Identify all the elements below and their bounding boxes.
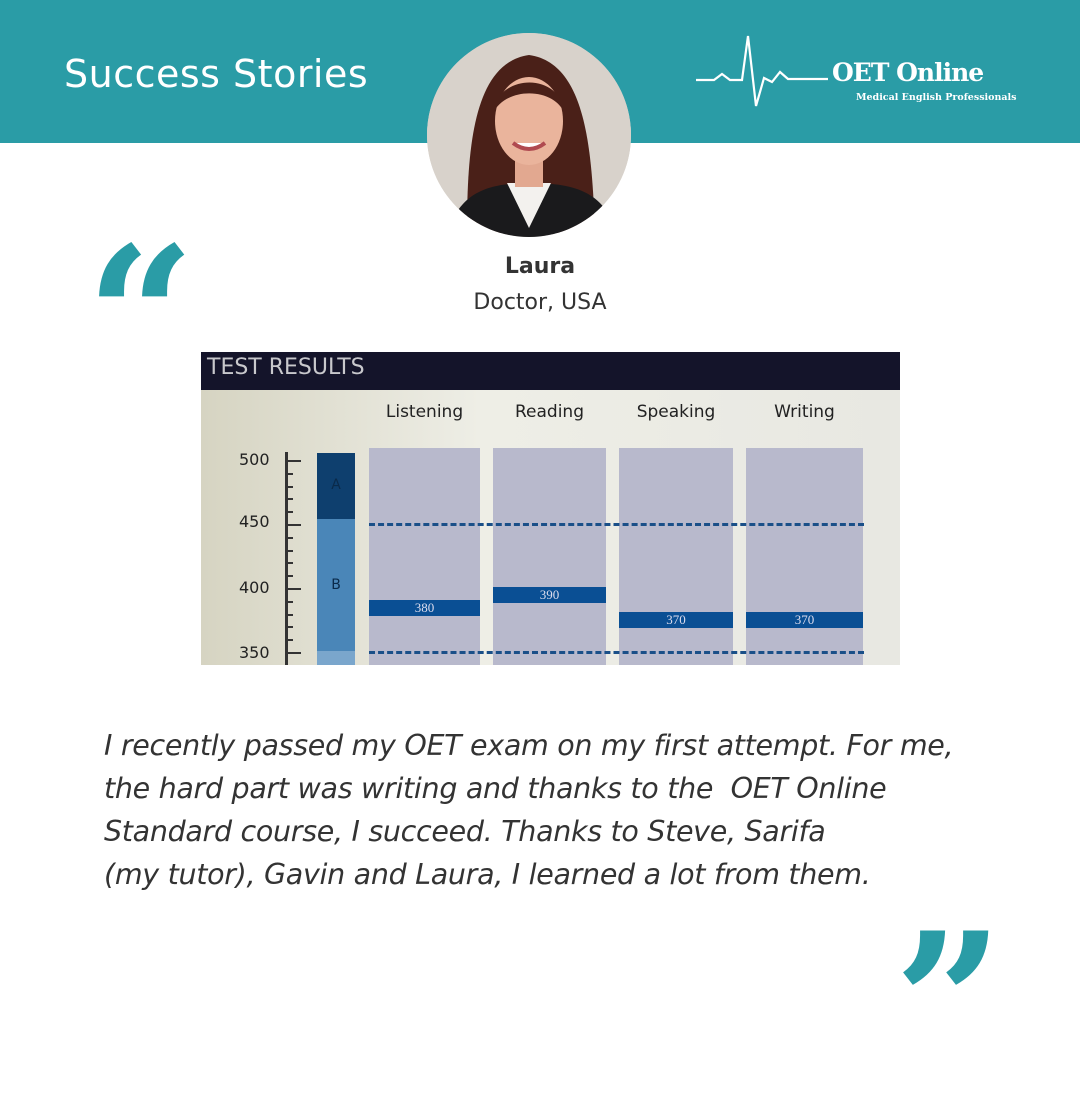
grade-band-c [317,651,355,665]
axis-minor-tick [285,562,293,565]
page-title: Success Stories [64,52,369,96]
axis-minor-tick [285,460,301,462]
score-axis [285,452,288,665]
test-results-title: TEST RESULTS [207,355,365,380]
axis-minor-tick [285,652,301,654]
axis-minor-tick [285,472,293,475]
subject-column [493,448,606,665]
axis-minor-tick [285,588,301,590]
subject-label: Reading [514,402,584,422]
score-bar: 370 [619,612,733,629]
score-bar: 390 [493,586,606,603]
axis-minor-tick [285,524,301,526]
testimonial-line: (my tutor), Gavin and Laura, I learned a… [104,858,871,891]
grade-band-a: A [317,453,355,519]
test-results-header: TEST RESULTS [201,352,900,390]
oet-online-logo: OET Online Medical English Professionals [694,32,1044,112]
close-quote-icon: ” [894,891,1004,1114]
avatar [427,33,631,237]
axis-minor-tick [285,511,293,514]
axis-minor-tick [285,613,293,616]
testimonial-line: Standard course, I succeed. Thanks to St… [104,815,826,848]
subject-label: Writing [774,402,835,422]
score-bar: 370 [746,612,863,629]
score-bar: 380 [369,599,480,616]
person-role: Doctor, USA [473,290,607,315]
tick-label: 350 [239,643,270,662]
grade-threshold-line [369,651,864,654]
subject-column [619,448,733,665]
axis-minor-tick [285,536,293,539]
tick-label: 400 [239,578,270,597]
axis-minor-tick [285,575,293,578]
heartbeat-icon [696,35,828,107]
axis-minor-tick [285,600,293,603]
logo-tagline: Medical English Professionals [856,92,1017,103]
axis-minor-tick [285,626,293,629]
subject-label: Speaking [636,402,716,422]
grade-threshold-line [369,523,864,526]
logo-name: OET Online [832,58,984,87]
axis-minor-tick [285,498,293,501]
axis-minor-tick [285,549,293,552]
axis-minor-tick [285,639,293,642]
subject-label: Listening [385,402,464,422]
testimonial-text: I recently passed my OET exam on my firs… [104,724,1004,896]
subject-column [369,448,480,665]
person-name: Laura [504,254,576,279]
grade-band-b: B [317,519,355,659]
test-results-image: TEST RESULTS 500 450 400 350 A B Listeni… [201,352,900,665]
tick-label: 450 [239,512,270,531]
testimonial-line: I recently passed my OET exam on my firs… [104,729,954,762]
axis-minor-tick [285,485,293,488]
subject-column [746,448,863,665]
open-quote-icon: “ [86,205,196,428]
testimonial-line: the hard part was writing and thanks to … [104,772,887,805]
tick-label: 500 [239,450,270,469]
